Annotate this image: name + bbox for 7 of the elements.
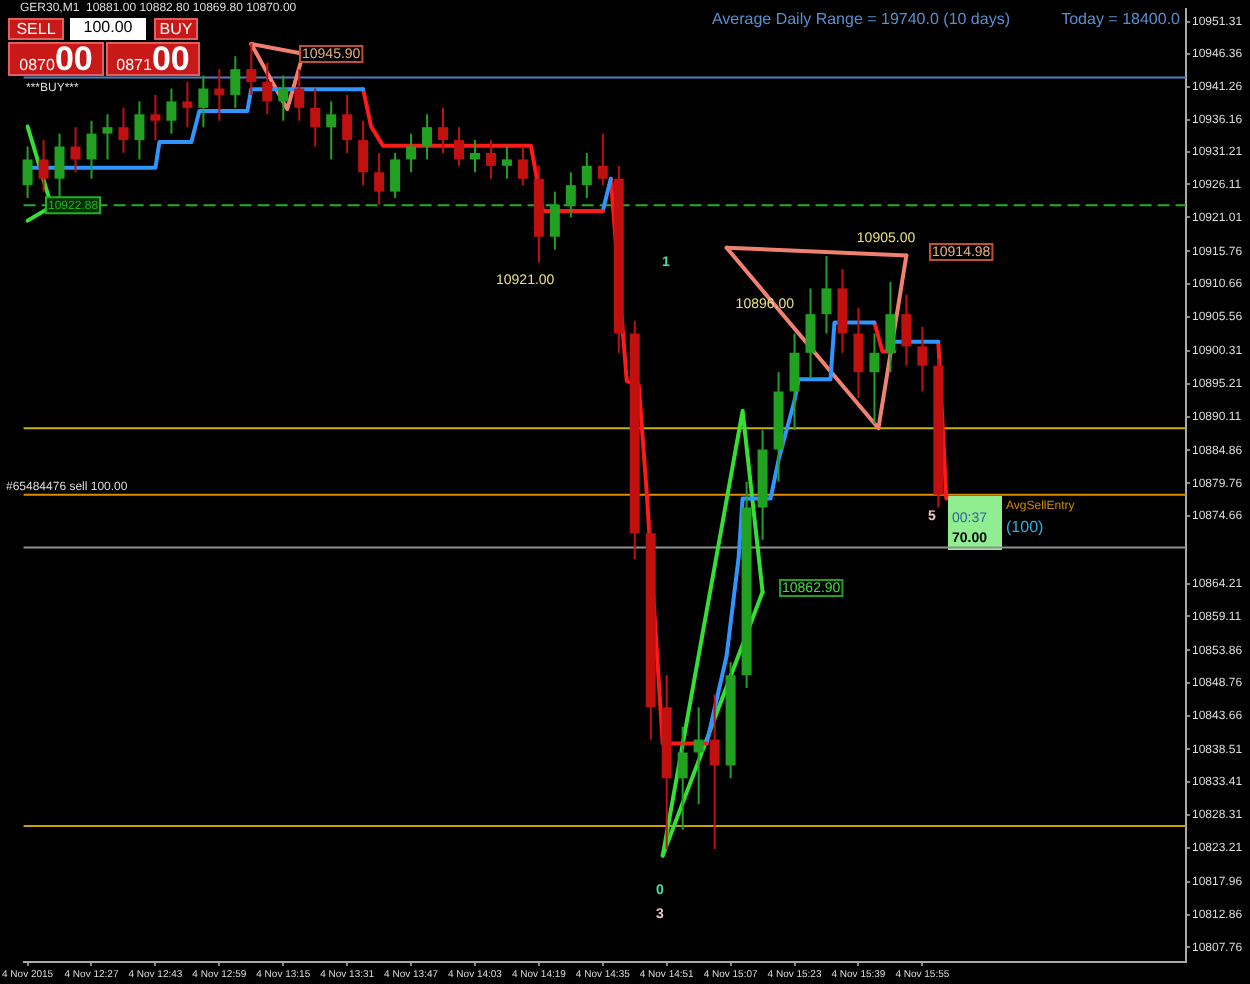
- annotation: 00: [151, 40, 190, 78]
- annotation: (100): [1006, 518, 1045, 537]
- annotation: 0871: [116, 56, 152, 74]
- annotation: Today = 18400.0: [1061, 10, 1182, 29]
- annotation: 0870: [19, 56, 55, 74]
- annotation: 00: [54, 40, 93, 78]
- annotation: Average Daily Range = 19740.0 (10 days): [711, 10, 1011, 29]
